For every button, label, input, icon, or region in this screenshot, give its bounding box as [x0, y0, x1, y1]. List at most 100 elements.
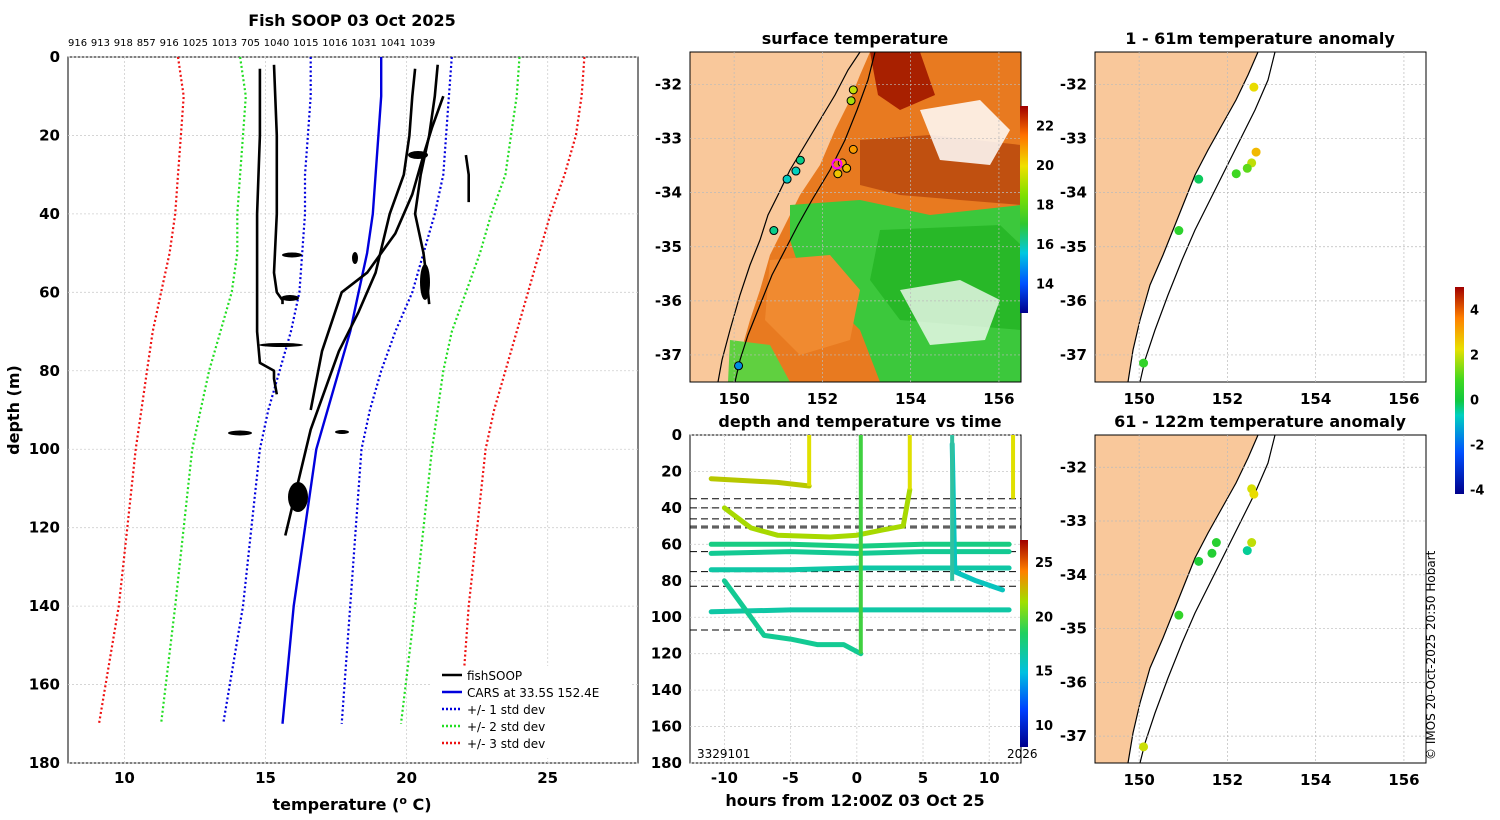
profile-y-tick-label: 120: [29, 519, 60, 537]
tvt-y-ticks: 0 20 40 60 80 100 120 140 160 180: [651, 426, 682, 772]
anomaly-shallow-coastline: [1127, 52, 1259, 382]
tvt-track-track-7: [721, 578, 864, 657]
profile-noise-blob: [335, 430, 349, 434]
profile-series-fishsoop-profile-b: [272, 64, 284, 305]
legend-label-fishsoop: fishSOOP: [467, 669, 522, 683]
anomaly-shallow-land: [1095, 52, 1258, 382]
anomaly-shallow-x-tick-label: 156: [1388, 390, 1419, 408]
profile-noise-blob: [259, 343, 303, 347]
sst-warm-eddy: [765, 255, 860, 355]
anomaly-shallow-point: [1251, 147, 1261, 157]
tvt-tracks: [708, 435, 1016, 657]
profile-top-label: 857: [137, 38, 156, 49]
sst-x-tick-label: 150: [718, 390, 749, 408]
anomaly-deep-point: [1247, 538, 1257, 548]
profile-series--3-std-dev-cold: [97, 56, 185, 724]
anomaly-deep-x-tick-label: 154: [1300, 771, 1331, 789]
anomaly-deep-x-tick-label: 152: [1212, 771, 1243, 789]
profile-y-label: depth (m): [4, 365, 23, 455]
anomaly-deep-x-tick-label: 150: [1123, 771, 1154, 789]
sst-shelf-contour: [734, 52, 876, 382]
anomaly-shallow-point: [1249, 82, 1259, 92]
anomaly-deep-point: [1242, 546, 1252, 556]
anomaly-deep-point: [1174, 610, 1184, 620]
anomaly-shallow-map: [1095, 52, 1426, 382]
sst-colorbar-tick-label: 18: [1036, 199, 1054, 214]
anomaly-colorbar-tick-label: -4: [1470, 484, 1484, 499]
profile-noise-blobs: [228, 151, 430, 512]
anomaly-deep-shelf-contour: [1139, 435, 1276, 763]
profile-title: Fish SOOP 03 Oct 2025: [248, 11, 456, 30]
profile-top-label: 916: [68, 38, 87, 49]
tvt-colorbar-tick-label: 15: [1035, 665, 1053, 680]
tvt-title: depth and temperature vs time: [718, 412, 1001, 431]
anomaly-shallow-x-tick-label: 152: [1212, 390, 1243, 408]
sst-station-point: [791, 166, 801, 176]
profile-top-label: 1031: [351, 38, 376, 49]
sst-x-tick-label: 152: [807, 390, 838, 408]
anomaly-shallow-x-tick-label: 150: [1123, 390, 1154, 408]
tvt-track-track-2: [721, 487, 913, 540]
anomaly-shallow-x-ticks: 150 152 154 156: [1123, 390, 1419, 408]
tvt-y-tick-label: 140: [651, 681, 682, 699]
anomaly-shallow-point: [1139, 358, 1149, 368]
profile-noise-blob: [228, 430, 252, 436]
profile-y-tick-label: 80: [39, 362, 60, 380]
profile-top-label: 1016: [322, 38, 347, 49]
profile-series--3-std-dev-warm: [459, 56, 586, 724]
anomaly-colorbar-tick-label: 0: [1470, 394, 1479, 409]
anomaly-deep-title: 61 - 122m temperature anomaly: [1114, 412, 1406, 431]
profile-top-label: 705: [241, 38, 260, 49]
anomaly-colorbar-tick-label: 2: [1470, 349, 1479, 364]
profile-noise-blob: [288, 482, 308, 512]
profile-top-label: 1040: [264, 38, 289, 49]
anomaly-shallow-y-ticks: -32 -33 -34 -35 -36 -37: [1060, 75, 1087, 363]
sst-station-point: [848, 85, 858, 95]
profile-noise-blob: [408, 151, 428, 159]
sst-current-station-marker: [831, 158, 843, 170]
profile-lines: [97, 56, 586, 724]
anomaly-colorbar-tick-label: -2: [1470, 439, 1484, 454]
tvt-x-label: hours from 12:00Z 03 Oct 25: [725, 791, 984, 810]
sst-station-point: [848, 144, 858, 154]
anomaly-deep-point: [1249, 489, 1259, 499]
anomaly-shallow-point: [1194, 174, 1204, 184]
profile-y-tick-label: 60: [39, 283, 60, 301]
sst-colorbar: [1020, 106, 1028, 313]
sst-colorbar-tick-label: 14: [1036, 277, 1054, 292]
profile-x-tick-label: 25: [537, 769, 558, 787]
tvt-colorbar: [1020, 540, 1028, 747]
tvt-colorbar-tick-label: 10: [1035, 719, 1053, 734]
anomaly-deep-coastline: [1127, 435, 1259, 763]
anomaly-deep-land: [1095, 435, 1258, 763]
sst-cloud-mask: [920, 100, 1010, 165]
anomaly-shallow-y-tick-label: -37: [1060, 346, 1087, 364]
anomaly-colorbar-ticks: 4 2 0 -2 -4: [1470, 304, 1484, 499]
sst-y-tick-label: -32: [655, 75, 682, 93]
profile-x-tick-label: 10: [114, 769, 135, 787]
tvt-y-tick-label: 160: [651, 718, 682, 736]
profile-top-label: 1013: [212, 38, 237, 49]
tvt-track-track-5: [708, 565, 1012, 573]
sst-y-tick-label: -37: [655, 346, 682, 364]
profile-plot-area: [67, 56, 639, 764]
anomaly-deep-frame: [1094, 434, 1427, 764]
sst-colorbar-tick-label: 20: [1036, 159, 1054, 174]
profile-series-fishsoop-profile-a: [255, 68, 279, 395]
tvt-track-track-6: [708, 607, 1012, 615]
profile-y-tick-label: 0: [50, 48, 60, 66]
profile-y-tick-label: 180: [29, 754, 60, 772]
anomaly-deep-map: [1095, 435, 1426, 763]
profile-x-label: temperature (o C): [272, 794, 431, 814]
profile-series-cars-at-33-5s-152-4e: [281, 57, 383, 724]
profile-y-tick-label: 20: [39, 126, 60, 144]
anomaly-deep-point: [1211, 538, 1221, 548]
tvt-y-tick-label: 180: [651, 754, 682, 772]
profile-y-tick-label: 100: [29, 440, 60, 458]
anomaly-shallow-y-tick-label: -32: [1060, 75, 1087, 93]
sst-colorbar-ticks: 22 20 18 16 14: [1036, 120, 1054, 293]
anomaly-shallow-grid: [1095, 52, 1426, 382]
sst-coastline: [717, 52, 861, 382]
profile-top-labels: 916 913 918 857 916 1025 1013 705 1040 1015 1016 10…: [68, 38, 435, 49]
